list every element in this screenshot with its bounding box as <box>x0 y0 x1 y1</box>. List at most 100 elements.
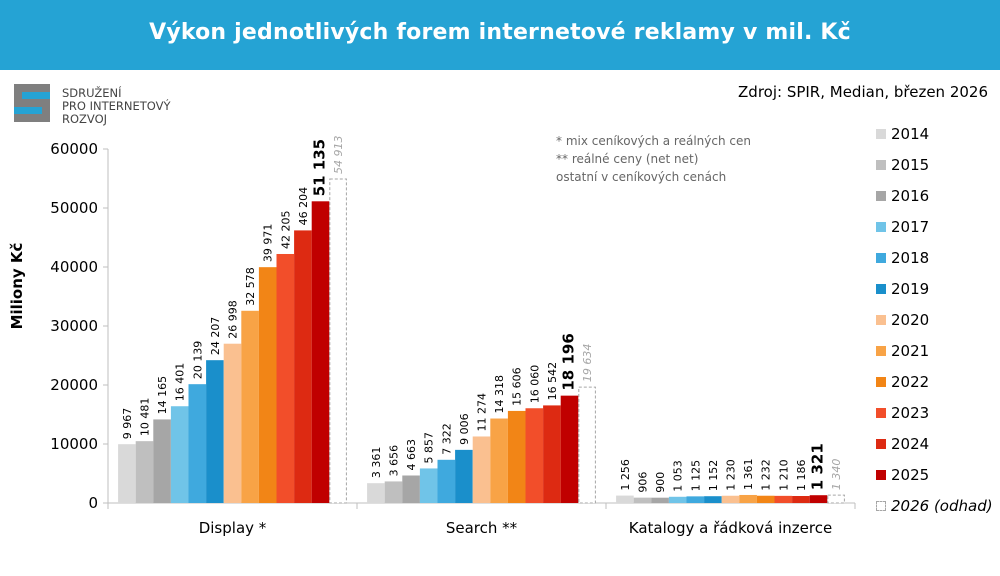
bar <box>384 481 403 503</box>
data-label: 32 578 <box>244 267 257 306</box>
bar <box>367 483 385 503</box>
legend-label: 2023 <box>891 404 930 422</box>
logo-line: ROZVOJ <box>62 112 108 126</box>
logo-line: PRO INTERNETOVÝ <box>62 99 171 113</box>
y-tick-label: 20000 <box>50 376 98 394</box>
bar <box>507 410 526 503</box>
data-label: 19 634 <box>581 344 594 383</box>
data-label: 3 361 <box>370 447 383 479</box>
data-label: 16 060 <box>528 365 541 404</box>
legend-label: 2016 <box>891 187 930 205</box>
bar <box>739 494 757 503</box>
data-label: 1 256 <box>619 459 632 491</box>
data-label: 39 971 <box>262 224 275 263</box>
y-tick-label: 0 <box>88 494 98 512</box>
bar <box>294 230 312 503</box>
data-label: 7 322 <box>440 423 453 455</box>
bar <box>188 384 207 503</box>
bar <box>809 495 828 503</box>
footnote: ** reálné ceny (net net) <box>556 152 699 166</box>
data-label: 24 207 <box>209 317 222 356</box>
data-label: 9 006 <box>458 413 471 445</box>
legend-swatch <box>876 408 886 418</box>
category-label: Search ** <box>446 519 518 537</box>
legend-label: 2021 <box>891 342 930 360</box>
data-label: 20 139 <box>191 341 204 380</box>
legend-item: 2019 <box>876 279 1000 299</box>
legend-label: 2019 <box>891 280 930 298</box>
bar <box>472 436 491 503</box>
bar <box>402 475 420 503</box>
data-label: 5 857 <box>423 432 436 464</box>
bar <box>651 497 669 503</box>
bar <box>455 449 473 503</box>
bar <box>118 444 136 503</box>
legend-swatch <box>876 253 886 263</box>
bar <box>490 418 508 503</box>
data-label: 900 <box>654 472 667 493</box>
data-label: 1 053 <box>672 460 685 492</box>
spir-logo-icon <box>14 84 50 122</box>
y-tick-label: 50000 <box>50 199 98 217</box>
legend-label: 2015 <box>891 156 930 174</box>
data-label: 14 318 <box>493 375 506 414</box>
data-label: 1 340 <box>830 459 843 491</box>
logo-text: SDRUŽENÍ PRO INTERNETOVÝ ROZVOJ <box>62 87 171 126</box>
y-tick-label: 30000 <box>50 317 98 335</box>
title-banner: Výkon jednotlivých forem internetové rek… <box>0 0 1000 70</box>
legend-swatch <box>876 160 886 170</box>
legend-swatch <box>876 377 886 387</box>
data-label: 11 274 <box>476 393 489 432</box>
data-label: 9 967 <box>121 408 134 440</box>
bar-estimate <box>329 178 347 504</box>
data-label: 1 125 <box>689 460 702 492</box>
data-label: 54 913 <box>332 136 345 175</box>
legend-item: 2022 <box>876 372 1000 392</box>
data-label: 18 196 <box>560 333 578 390</box>
bar <box>419 468 438 503</box>
y-tick-label: 60000 <box>50 140 98 158</box>
legend-item: 2021 <box>876 341 1000 361</box>
bar-estimate <box>827 494 845 504</box>
bar <box>135 441 154 503</box>
data-label: 4 663 <box>405 439 418 471</box>
legend-item: 2015 <box>876 155 1000 175</box>
bar <box>258 267 277 503</box>
data-label: 16 542 <box>546 362 559 401</box>
legend-swatch <box>876 315 886 325</box>
legend-swatch <box>876 501 886 511</box>
data-label: 16 401 <box>174 363 187 402</box>
bar <box>276 253 295 503</box>
bar <box>241 310 259 503</box>
bar <box>311 201 330 503</box>
data-label: 1 230 <box>725 459 738 491</box>
bar <box>223 343 242 503</box>
y-tick-label: 40000 <box>50 258 98 276</box>
y-axis-label: Miliony Kč <box>8 242 26 329</box>
legend-item: 2016 <box>876 186 1000 206</box>
legend-swatch <box>876 191 886 201</box>
legend-label: 2020 <box>891 311 930 329</box>
legend-swatch <box>876 222 886 232</box>
bar <box>774 495 793 503</box>
legend-item: 2024 <box>876 434 1000 454</box>
bar <box>616 495 634 503</box>
data-label: 10 481 <box>139 398 152 437</box>
legend-item: 2026 (odhad) <box>876 496 1000 516</box>
bar <box>437 459 456 503</box>
bar <box>543 405 561 503</box>
data-label: 1 232 <box>760 459 773 491</box>
legend-label: 2024 <box>891 435 930 453</box>
legend-item: 2023 <box>876 403 1000 423</box>
legend-item: 2018 <box>876 248 1000 268</box>
category-label: Display * <box>199 519 267 537</box>
bar <box>756 495 775 503</box>
data-label: 3 656 <box>388 445 401 477</box>
source-note: Zdroj: SPIR, Median, březen 2026 <box>738 83 988 101</box>
legend-label: 2022 <box>891 373 930 391</box>
logo-line: SDRUŽENÍ <box>62 86 122 100</box>
bar <box>721 495 740 503</box>
data-label: 906 <box>637 472 650 493</box>
legend-swatch <box>876 439 886 449</box>
